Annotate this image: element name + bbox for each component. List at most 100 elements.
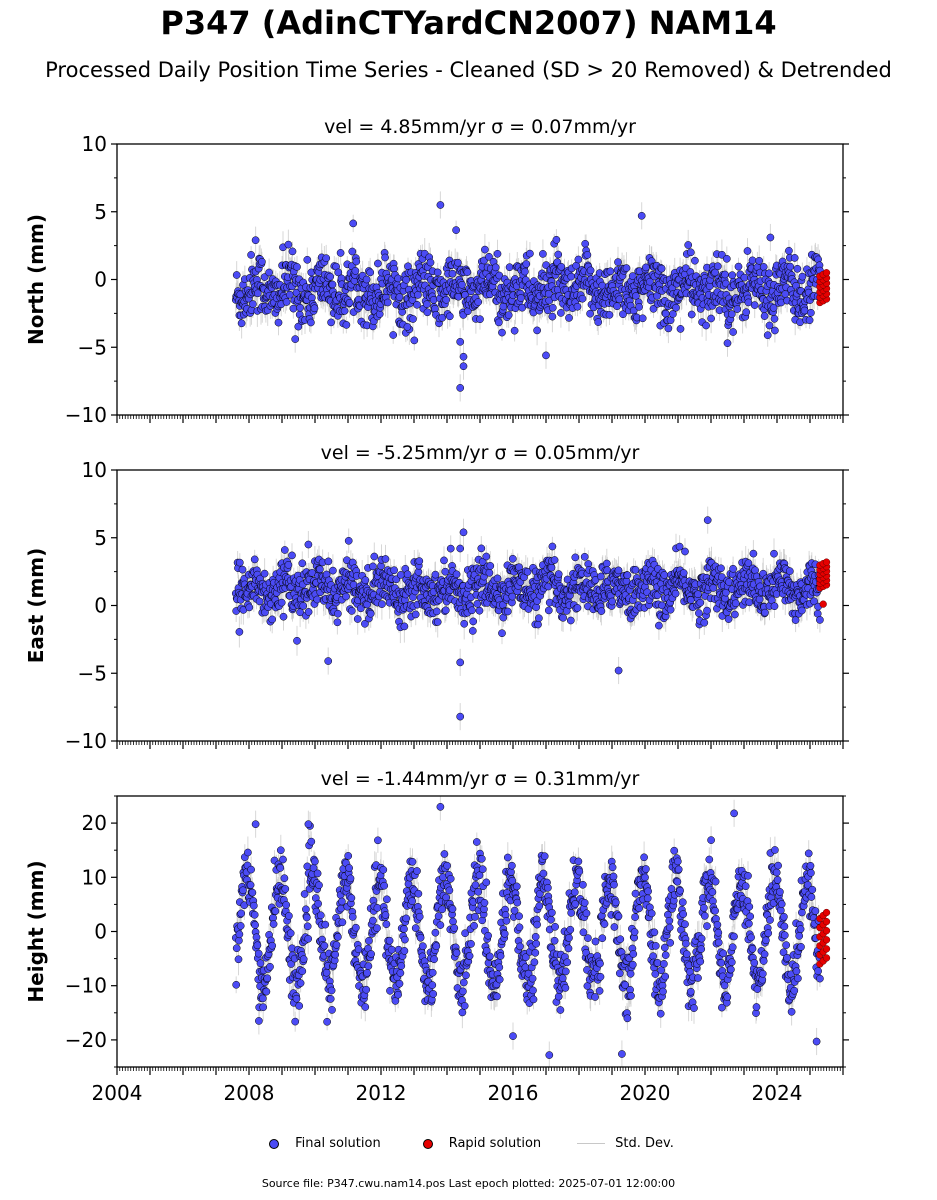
final-point bbox=[606, 267, 615, 276]
final-point bbox=[728, 271, 737, 280]
final-point bbox=[452, 570, 461, 579]
final-point-outlier bbox=[436, 201, 445, 209]
final-point bbox=[327, 318, 335, 327]
final-point bbox=[486, 562, 495, 570]
final-point bbox=[433, 618, 442, 626]
final-point bbox=[793, 264, 802, 273]
final-point bbox=[280, 546, 289, 554]
final-point bbox=[769, 304, 778, 312]
final-point bbox=[476, 315, 484, 324]
final-point bbox=[557, 262, 566, 271]
final-point bbox=[409, 315, 417, 323]
final-point bbox=[522, 260, 531, 268]
final-point bbox=[495, 271, 504, 280]
final-point bbox=[790, 254, 799, 262]
final-point-outlier bbox=[459, 352, 468, 361]
final-point bbox=[378, 600, 386, 608]
final-point bbox=[508, 554, 517, 563]
final-point bbox=[402, 275, 411, 284]
final-point bbox=[669, 310, 677, 318]
final-point bbox=[493, 574, 502, 583]
final-point bbox=[293, 263, 301, 271]
final-point bbox=[586, 266, 595, 275]
final-point bbox=[446, 544, 455, 553]
final-point bbox=[469, 617, 478, 626]
time-series-chart: −10 −5 0 5 10 vel = 4.85mm/yr σ = 0.07mm/yr No… bbox=[24, 116, 849, 1105]
final-point bbox=[458, 280, 466, 289]
final-point bbox=[740, 273, 749, 282]
final-point bbox=[279, 612, 288, 621]
final-point bbox=[554, 570, 563, 578]
final-point bbox=[284, 240, 293, 249]
final-point bbox=[638, 314, 647, 323]
final-point bbox=[539, 250, 547, 258]
final-point bbox=[344, 536, 353, 545]
y-tick-label: −5 bbox=[78, 335, 107, 359]
final-point bbox=[370, 552, 379, 561]
final-point bbox=[473, 600, 482, 608]
final-point bbox=[366, 268, 375, 277]
final-point bbox=[613, 302, 621, 311]
final-point-outlier bbox=[459, 362, 468, 371]
final-point bbox=[798, 272, 807, 281]
final-point bbox=[316, 565, 324, 574]
final-point-outlier bbox=[723, 339, 732, 348]
final-point bbox=[505, 263, 514, 272]
final-point bbox=[426, 258, 435, 267]
final-point bbox=[485, 252, 493, 261]
final-point bbox=[526, 249, 534, 258]
plot-area bbox=[231, 191, 831, 402]
final-point bbox=[684, 241, 693, 249]
final-point bbox=[334, 609, 342, 618]
final-point bbox=[498, 629, 506, 638]
final-point bbox=[247, 251, 255, 259]
final-point bbox=[567, 272, 576, 281]
final-point bbox=[734, 262, 743, 271]
final-point bbox=[441, 567, 450, 576]
final-point bbox=[583, 251, 592, 259]
final-point bbox=[713, 262, 722, 271]
final-point bbox=[381, 555, 390, 563]
final-point bbox=[277, 598, 286, 607]
final-point bbox=[414, 291, 422, 299]
final-point bbox=[523, 567, 532, 576]
final-point bbox=[743, 247, 752, 255]
final-point bbox=[605, 311, 614, 319]
final-point bbox=[253, 289, 262, 298]
final-point bbox=[342, 321, 351, 329]
final-point bbox=[294, 322, 303, 331]
final-point bbox=[765, 321, 774, 330]
final-point bbox=[361, 619, 369, 628]
final-point bbox=[552, 235, 561, 244]
final-point bbox=[661, 309, 670, 318]
final-point bbox=[329, 566, 337, 575]
final-point bbox=[284, 561, 293, 569]
final-point bbox=[381, 253, 389, 262]
final-point bbox=[237, 319, 246, 328]
final-point bbox=[328, 280, 337, 289]
final-point bbox=[441, 606, 450, 615]
final-point bbox=[722, 254, 731, 263]
final-point bbox=[463, 268, 472, 276]
final-point bbox=[429, 296, 438, 304]
final-point bbox=[622, 264, 631, 272]
panel-1: −10 −5 0 5 10 vel = 4.85mm/yr σ = 0.07mm/yr No… bbox=[24, 116, 849, 427]
final-point bbox=[423, 308, 432, 317]
final-point bbox=[499, 302, 508, 311]
final-point bbox=[250, 555, 259, 564]
final-point bbox=[324, 557, 333, 566]
final-point bbox=[687, 310, 696, 319]
final-point bbox=[672, 303, 680, 312]
final-point bbox=[548, 303, 557, 312]
final-point bbox=[573, 302, 582, 311]
final-point bbox=[260, 569, 269, 578]
final-point bbox=[349, 219, 358, 228]
final-point bbox=[548, 542, 557, 551]
final-point bbox=[686, 248, 695, 257]
final-point bbox=[702, 321, 710, 330]
final-point bbox=[374, 259, 382, 268]
final-point bbox=[400, 622, 409, 631]
final-point bbox=[375, 310, 384, 318]
final-point bbox=[307, 318, 315, 327]
final-point bbox=[547, 563, 556, 572]
